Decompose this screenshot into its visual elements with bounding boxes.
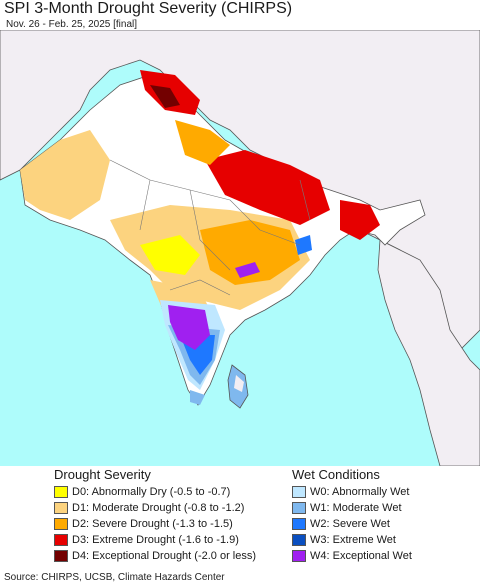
land-east — [377, 239, 480, 466]
sri-lanka-dry — [234, 375, 244, 392]
legend-item-d2: D2: Severe Drought (-1.3 to -1.5) — [54, 516, 256, 532]
legend-item-d4: D4: Exceptional Drought (-2.0 or less) — [54, 548, 256, 564]
d3-east — [340, 200, 380, 240]
legend-label: W2: Severe Wet — [310, 518, 390, 530]
legend-item-w3: W3: Extreme Wet — [292, 532, 412, 548]
swatch-w2 — [292, 518, 306, 530]
drought-heading: Drought Severity — [54, 467, 151, 482]
swatch-d1 — [54, 502, 68, 514]
swatch-d0 — [54, 486, 68, 498]
wet-heading: Wet Conditions — [292, 467, 380, 482]
legend-label: W1: Moderate Wet — [310, 502, 402, 514]
w4-central — [235, 262, 260, 278]
map-title: SPI 3-Month Drought Severity (CHIRPS) — [4, 0, 293, 17]
legend-item-d1: D1: Moderate Drought (-0.8 to -1.2) — [54, 500, 256, 516]
legend-item-d3: D3: Extreme Drought (-1.6 to -1.9) — [54, 532, 256, 548]
legend-label: D0: Abnormally Dry (-0.5 to -0.7) — [72, 486, 231, 498]
legend-label: W0: Abnormally Wet — [310, 486, 410, 498]
swatch-d3 — [54, 534, 68, 546]
map-subtitle: Nov. 26 - Feb. 25, 2025 [final] — [6, 19, 138, 30]
source-credit: Source: CHIRPS, UCSB, Climate Hazards Ce… — [4, 572, 225, 583]
swatch-w3 — [292, 534, 306, 546]
w2-east — [295, 235, 312, 255]
d2-central — [200, 220, 300, 285]
d3-north — [205, 150, 330, 225]
swatch-w0 — [292, 486, 306, 498]
legend-item-w4: W4: Exceptional Wet — [292, 548, 412, 564]
legend-item-w1: W1: Moderate Wet — [292, 500, 412, 516]
legend-label: W3: Extreme Wet — [310, 534, 396, 546]
swatch-d2 — [54, 518, 68, 530]
swatch-w4 — [292, 550, 306, 562]
legend-label: D2: Severe Drought (-1.3 to -1.5) — [72, 518, 233, 530]
legend-label: W4: Exceptional Wet — [310, 550, 412, 562]
wet-legend: Wet Conditions W0: Abnormally Wet W1: Mo… — [292, 466, 412, 564]
swatch-d4 — [54, 550, 68, 562]
w1-sea — [190, 390, 205, 405]
internal-borders — [109, 159, 311, 296]
legend-label: D4: Exceptional Drought (-2.0 or less) — [72, 550, 257, 562]
d0-central — [140, 235, 200, 275]
d1-west — [20, 130, 110, 220]
d4-kashmir — [150, 85, 180, 108]
d2-north — [175, 120, 230, 165]
legend-item-d0: D0: Abnormally Dry (-0.5 to -0.7) — [54, 484, 256, 500]
legend-item-w0: W0: Abnormally Wet — [292, 484, 412, 500]
drought-legend: Drought Severity D0: Abnormally Dry (-0.… — [54, 466, 256, 564]
swatch-w1 — [292, 502, 306, 514]
drought-map — [0, 30, 480, 466]
legend-label: D3: Extreme Drought (-1.6 to -1.9) — [72, 534, 239, 546]
legend-label: D1: Moderate Drought (-0.8 to -1.2) — [72, 502, 245, 514]
w4-south — [168, 305, 210, 350]
legend-item-w2: W2: Severe Wet — [292, 516, 412, 532]
legend: Drought Severity D0: Abnormally Dry (-0.… — [0, 466, 480, 570]
